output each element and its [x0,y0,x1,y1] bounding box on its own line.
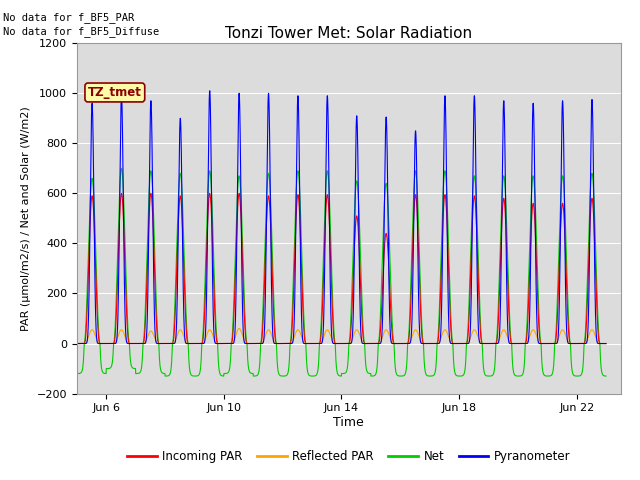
Legend: Incoming PAR, Reflected PAR, Net, Pyranometer: Incoming PAR, Reflected PAR, Net, Pyrano… [122,445,575,468]
Pyranometer [95,341,102,347]
Net [161,373,169,379]
Net [388,310,396,315]
Net [168,357,175,363]
Pyranometer [602,341,610,347]
Incoming PAR [73,341,81,347]
Text: TZ_tmet: TZ_tmet [88,86,142,99]
Reflected PAR [250,341,258,347]
Pyranometer [250,341,258,347]
Net [251,373,259,379]
Incoming PAR [168,341,175,347]
Pyranometer [206,88,214,94]
Incoming PAR [118,191,125,196]
Reflected PAR [95,340,102,346]
Line: Reflected PAR: Reflected PAR [77,328,606,344]
Incoming PAR [171,321,179,326]
Reflected PAR [168,341,175,347]
Reflected PAR [73,341,81,347]
Reflected PAR [171,339,179,345]
Reflected PAR [596,341,604,347]
Net [118,166,125,171]
Incoming PAR [602,341,610,347]
Net [95,321,102,326]
X-axis label: Time: Time [333,416,364,429]
Pyranometer [73,341,81,347]
Line: Net: Net [77,168,606,376]
Pyranometer [171,340,179,346]
Line: Incoming PAR: Incoming PAR [77,193,606,344]
Net [596,349,604,355]
Net [602,373,610,379]
Pyranometer [596,341,604,347]
Pyranometer [168,341,175,347]
Net [171,304,179,310]
Y-axis label: PAR (μmol/m2/s) / Net and Solar (W/m2): PAR (μmol/m2/s) / Net and Solar (W/m2) [21,106,31,331]
Incoming PAR [250,341,258,347]
Pyranometer [388,340,396,346]
Reflected PAR [602,341,610,347]
Reflected PAR [388,339,396,345]
Incoming PAR [596,341,604,347]
Incoming PAR [95,330,102,336]
Net [73,371,81,376]
Line: Pyranometer: Pyranometer [77,91,606,344]
Title: Tonzi Tower Met: Solar Radiation: Tonzi Tower Met: Solar Radiation [225,25,472,41]
Reflected PAR [236,325,243,331]
Text: No data for f_BF5_Diffuse: No data for f_BF5_Diffuse [3,26,159,37]
Incoming PAR [388,325,396,331]
Text: No data for f_BF5_PAR: No data for f_BF5_PAR [3,12,134,23]
